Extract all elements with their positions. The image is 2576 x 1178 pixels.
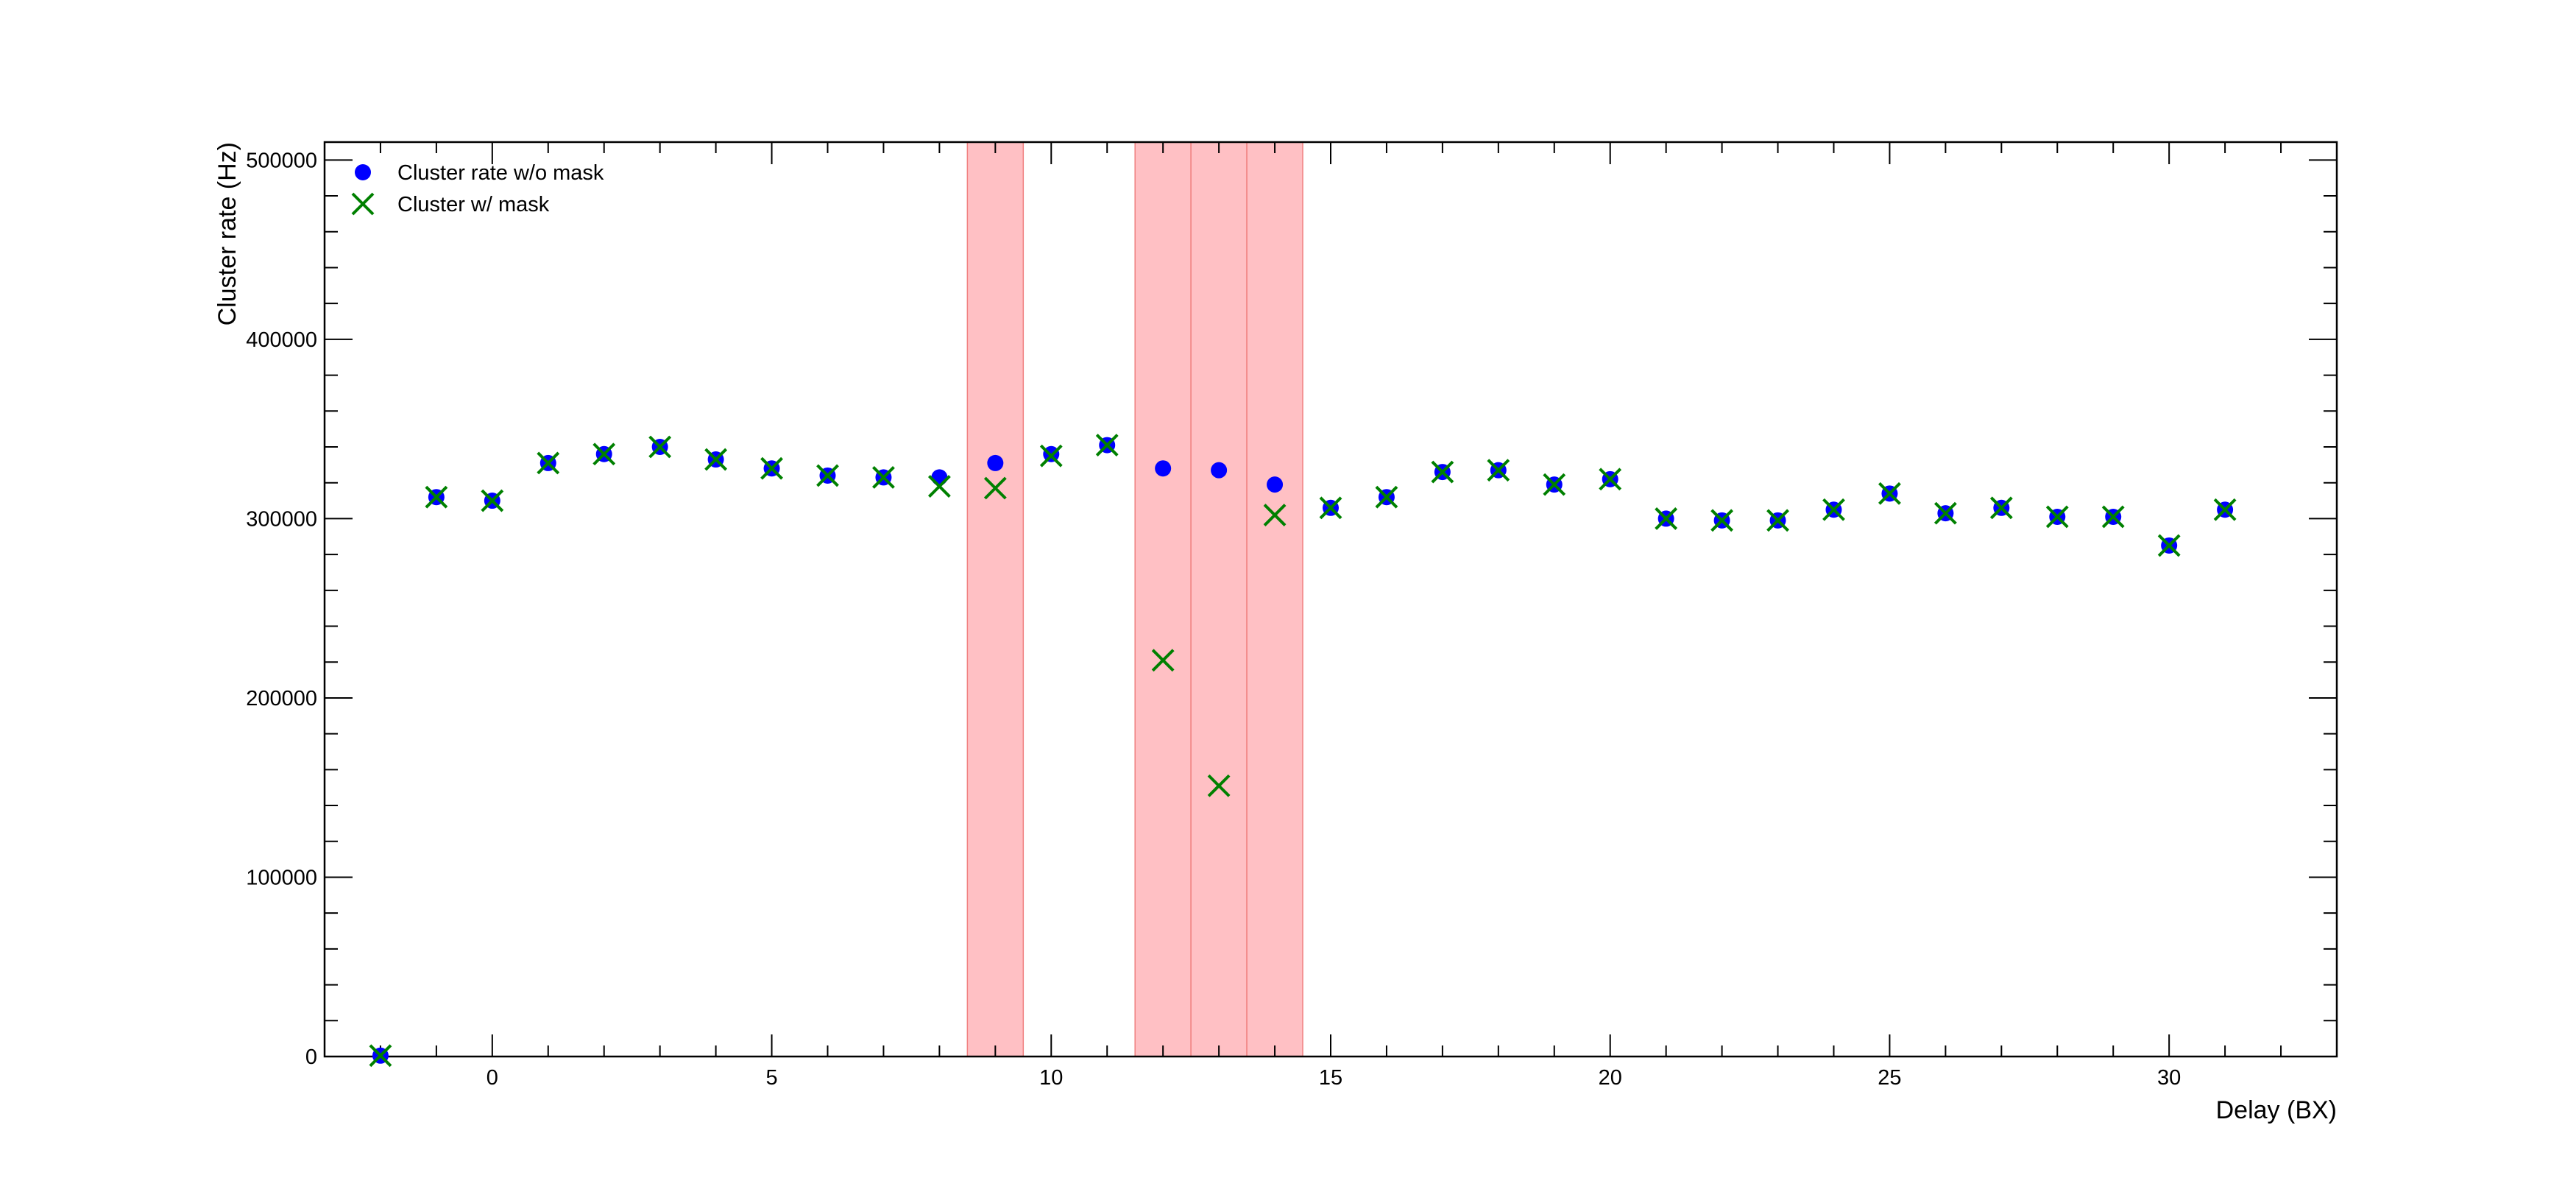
point-mask <box>425 485 448 509</box>
point-mask <box>481 489 504 512</box>
axis-tick-labels: 0 5 10 15 20 25 30 0 100000 200000 300000 400000 500… <box>246 149 2181 1090</box>
point-mask <box>1766 509 1789 532</box>
y-tick-label: 300000 <box>246 507 317 531</box>
point-mask <box>1878 482 1901 505</box>
point-mask <box>1151 649 1175 672</box>
point-mask <box>2101 505 2125 529</box>
point-mask <box>648 435 672 459</box>
highlight-band <box>966 141 1025 1057</box>
axis-ticks <box>324 142 2338 1057</box>
point-no-mask <box>1267 476 1284 493</box>
x-tick-label: 30 <box>2157 1066 2181 1090</box>
highlight-band <box>1246 141 1303 1057</box>
point-mask <box>1989 496 2013 520</box>
point-no-mask <box>1155 460 1172 477</box>
point-mask <box>537 451 560 475</box>
point-mask <box>1095 434 1119 456</box>
point-no-mask <box>931 469 948 486</box>
legend-marker-mask <box>351 192 375 216</box>
legend-label-mask: Cluster w/ mask <box>397 193 550 216</box>
x-tick-label: 25 <box>1878 1066 1901 1090</box>
highlight-bands <box>966 141 1303 1057</box>
y-tick-label: 500000 <box>246 149 317 172</box>
point-no-mask <box>1211 462 1228 479</box>
point-mask <box>760 456 783 480</box>
y-tick-label: 400000 <box>246 328 317 352</box>
point-mask <box>369 1044 392 1068</box>
point-mask <box>2157 534 2181 557</box>
x-axis-title: Delay (BX) <box>2216 1096 2337 1124</box>
y-tick-label: 100000 <box>246 866 317 889</box>
data-points <box>369 434 2237 1068</box>
x-tick-label: 10 <box>1039 1066 1063 1090</box>
point-mask <box>1375 485 1398 509</box>
x-tick-label: 15 <box>1319 1066 1342 1090</box>
x-tick-label: 0 <box>486 1066 498 1090</box>
legend-label-no-mask: Cluster rate w/o mask <box>397 161 604 185</box>
point-no-mask <box>987 454 1004 471</box>
point-mask <box>1655 507 1678 530</box>
point-mask <box>1822 498 1845 521</box>
point-mask <box>592 442 616 466</box>
highlight-band <box>1190 141 1248 1057</box>
y-axis-title: Cluster rate (Hz) <box>213 142 241 325</box>
legend-marker-no-mask <box>355 164 371 180</box>
legend: Cluster rate w/o mask Cluster w/ mask <box>351 161 604 216</box>
point-mask <box>2045 505 2069 529</box>
point-mask <box>1933 501 1957 525</box>
x-tick-label: 5 <box>765 1066 777 1090</box>
point-mask <box>704 448 728 471</box>
point-mask <box>1319 496 1342 520</box>
point-mask <box>1710 509 1734 532</box>
point-mask <box>1487 459 1510 482</box>
point-mask <box>1207 774 1231 797</box>
highlight-band <box>1134 141 1192 1057</box>
point-mask <box>1263 504 1287 526</box>
point-mask <box>927 475 951 498</box>
y-tick-label: 200000 <box>246 687 317 710</box>
point-mask <box>1599 468 1622 491</box>
y-tick-label: 0 <box>305 1045 317 1069</box>
point-mask <box>872 465 895 489</box>
point-mask <box>1543 473 1566 496</box>
point-mask <box>1431 460 1454 484</box>
point-mask <box>1039 444 1063 468</box>
point-mask <box>2213 498 2237 521</box>
x-tick-label: 20 <box>1599 1066 1622 1090</box>
point-mask <box>816 464 839 487</box>
point-mask <box>983 476 1007 500</box>
